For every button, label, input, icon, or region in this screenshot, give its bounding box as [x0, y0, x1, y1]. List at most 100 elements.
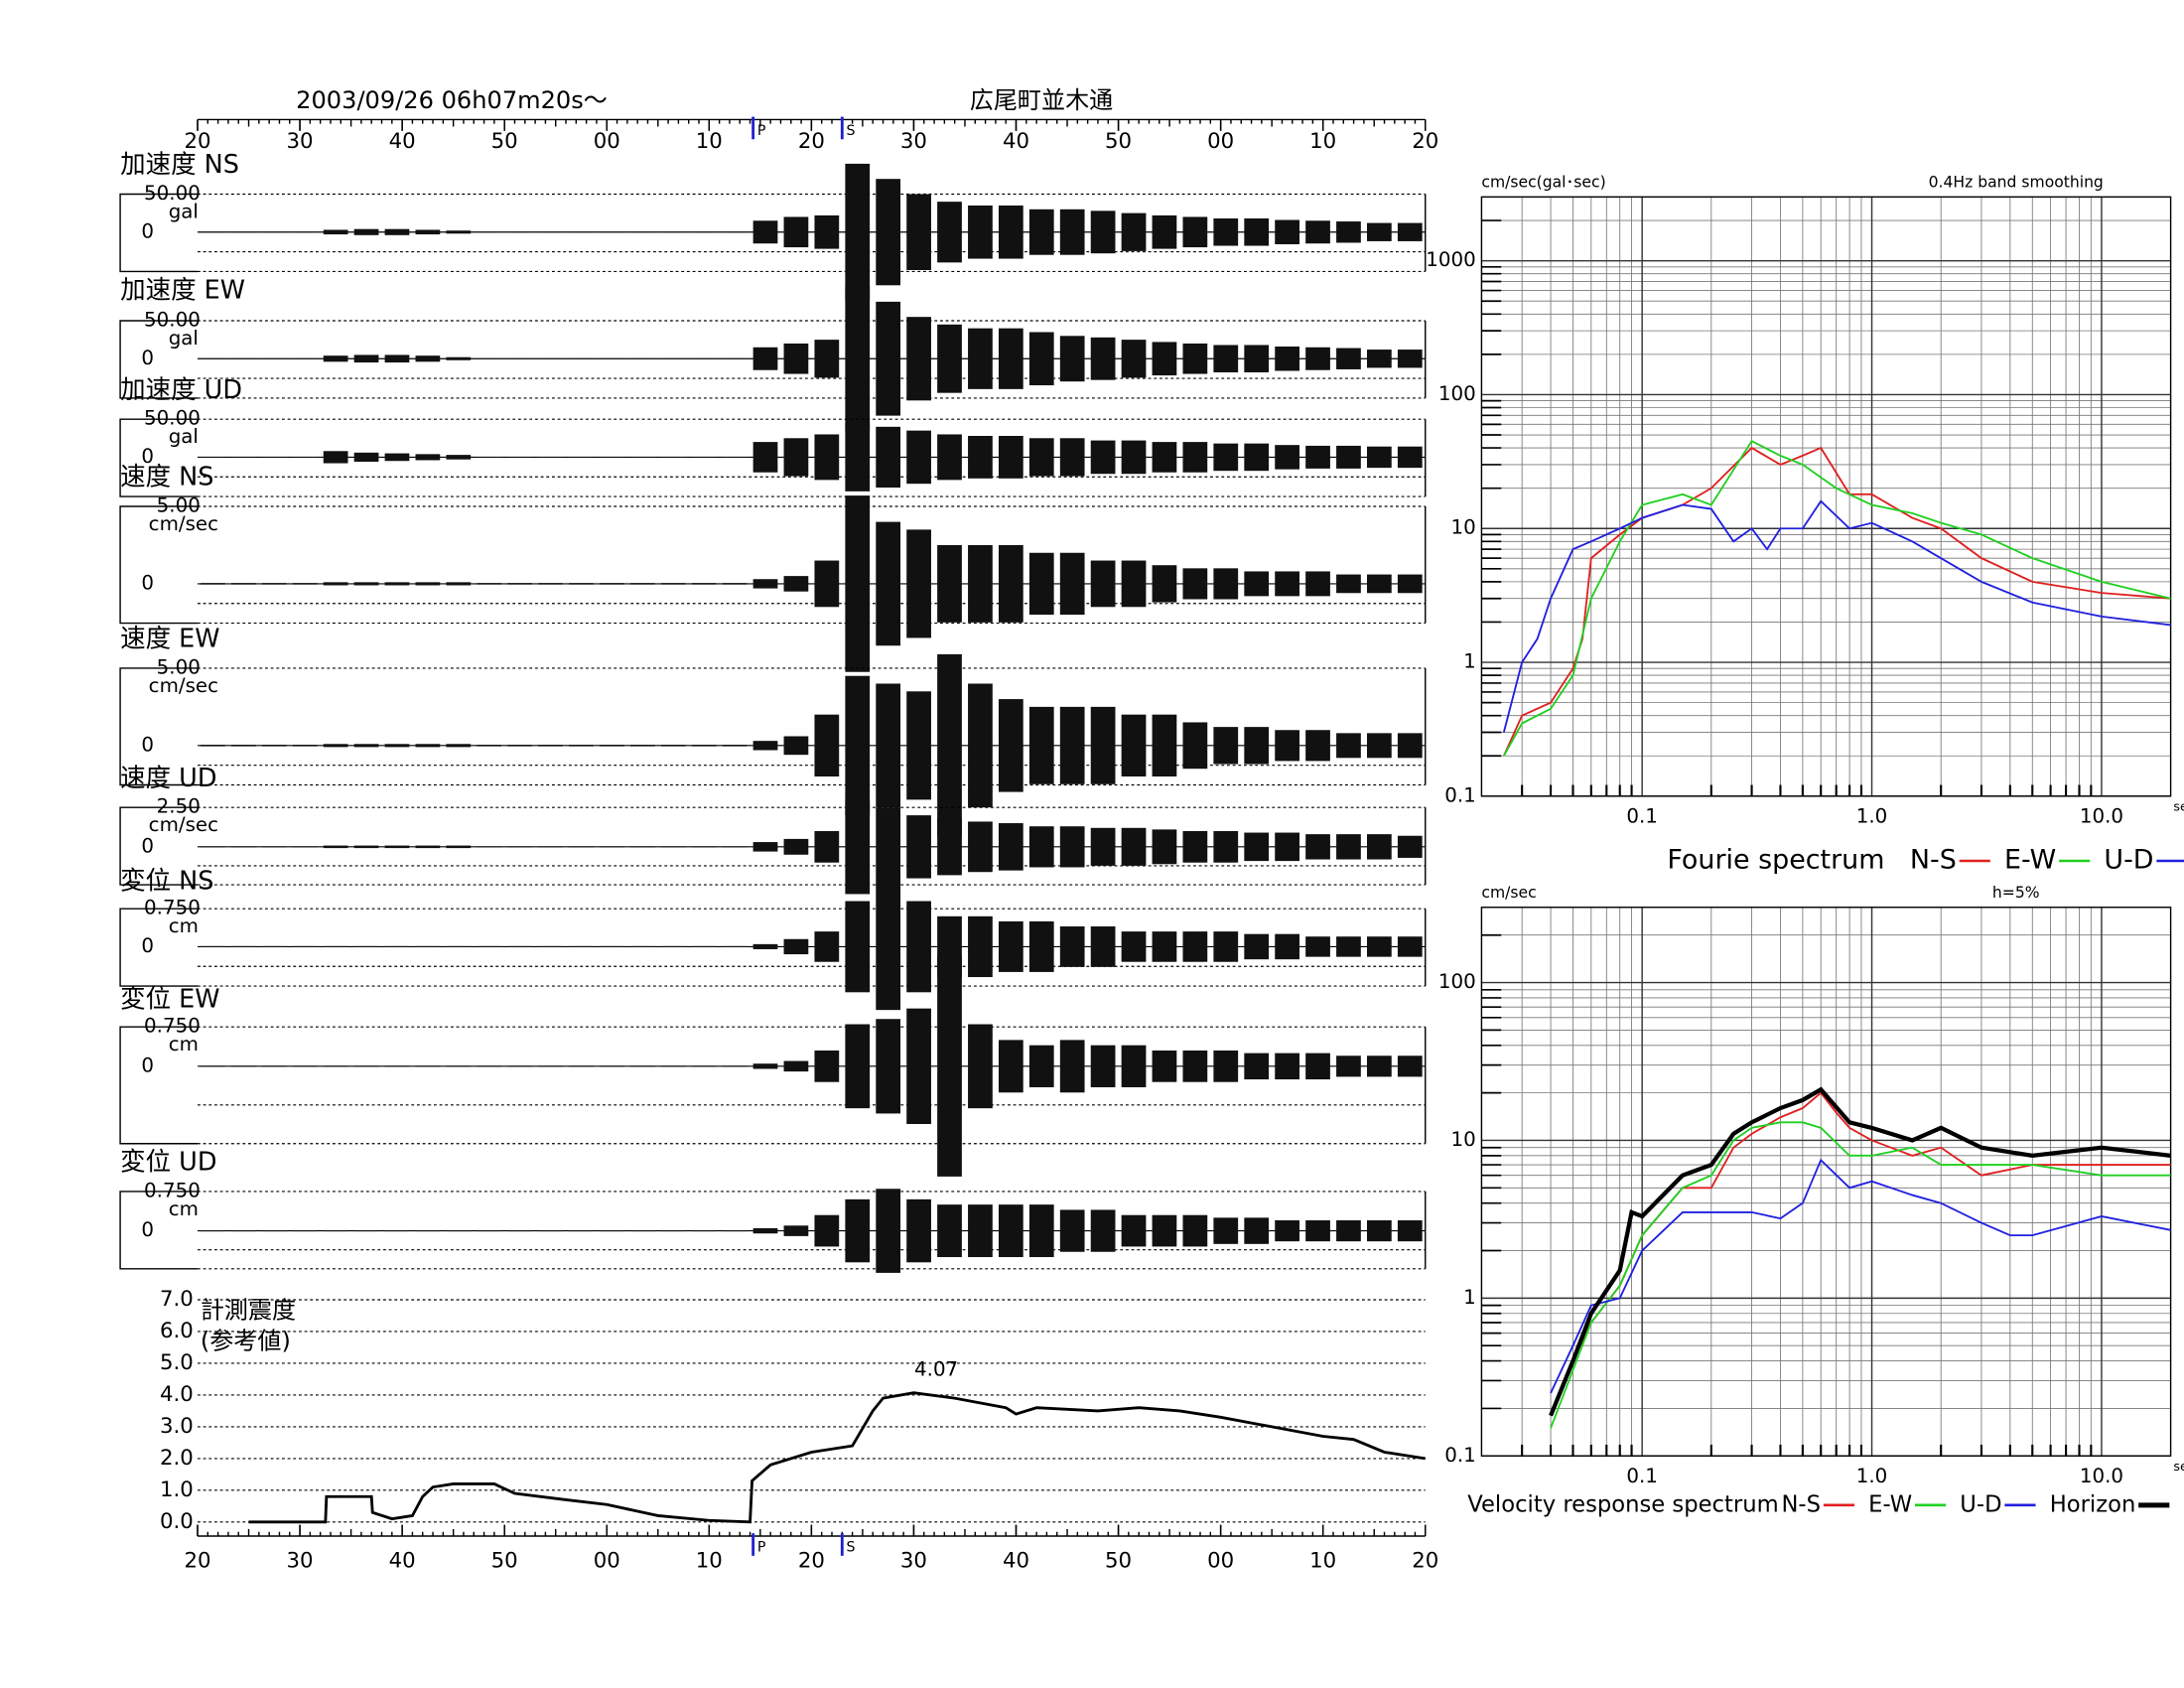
- panel-label: 加速度 UD: [120, 375, 242, 405]
- waveform-amplitude: [1121, 714, 1147, 776]
- waveform-amplitude: [600, 846, 624, 848]
- x-tick-label: 40: [389, 129, 416, 154]
- waveform-amplitude: [937, 1204, 962, 1258]
- zero-label: 0: [141, 445, 154, 468]
- waveform-amplitude: [722, 457, 748, 458]
- waveform-amplitude: [937, 653, 962, 837]
- waveform-amplitude: [876, 807, 901, 887]
- waveform-amplitude: [1059, 209, 1085, 255]
- legend-label: E-W: [2004, 845, 2056, 876]
- waveform-amplitude: [292, 846, 318, 848]
- waveform-amplitude: [569, 1230, 594, 1232]
- waveform-amplitude: [968, 915, 993, 978]
- waveform-amplitude: [1059, 1209, 1085, 1252]
- waveform-amplitude: [1152, 714, 1177, 776]
- x-tick-label: 1.0: [1856, 805, 1888, 828]
- waveform-amplitude: [1028, 332, 1054, 386]
- y-tick-label: 1: [1463, 1286, 1476, 1309]
- waveform-amplitude: [384, 1230, 410, 1232]
- waveform-amplitude: [937, 324, 962, 393]
- waveform-amplitude: [937, 818, 962, 876]
- zero-label: 0: [141, 834, 154, 857]
- waveform-amplitude: [1397, 446, 1423, 469]
- waveform-amplitude: [998, 699, 1024, 792]
- value-label: 4.07: [914, 1358, 958, 1381]
- waveform-amplitude: [1275, 730, 1299, 762]
- waveform-amplitude: [629, 583, 655, 585]
- y-tick-label: 2.0: [160, 1446, 194, 1471]
- waveform-amplitude: [845, 495, 871, 672]
- waveform-amplitude: [261, 583, 287, 585]
- waveform-amplitude: [477, 1065, 502, 1067]
- waveform-amplitude: [477, 357, 502, 359]
- waveform-amplitude: [507, 231, 533, 233]
- waveform-amplitude: [446, 1230, 472, 1232]
- waveform-amplitude: [998, 823, 1024, 871]
- waveform-amplitude: [261, 1065, 287, 1067]
- waveform-amplitude: [231, 745, 256, 747]
- waveform-amplitude: [1213, 727, 1239, 765]
- waveform-amplitude: [1244, 345, 1270, 373]
- waveform-amplitude: [845, 901, 871, 993]
- unit-label: gal: [169, 200, 199, 222]
- waveform-amplitude: [201, 457, 225, 458]
- legend-label: N-S: [1781, 1491, 1821, 1517]
- waveform-amplitude: [1213, 443, 1239, 472]
- waveform-amplitude: [353, 1230, 379, 1232]
- waveform-amplitude: [538, 846, 563, 848]
- waveform-amplitude: [600, 745, 624, 747]
- waveform-amplitude: [1090, 926, 1116, 967]
- waveform-amplitude: [1367, 936, 1392, 957]
- waveform-amplitude: [1305, 730, 1330, 762]
- waveform-amplitude: [415, 229, 441, 235]
- waveform-amplitude: [569, 846, 594, 848]
- y-tick-label: 1: [1463, 650, 1476, 673]
- waveform-amplitude: [1336, 348, 1361, 369]
- waveform-amplitude: [1121, 212, 1147, 251]
- waveform-amplitude: [783, 1060, 809, 1072]
- waveform-amplitude: [1090, 211, 1116, 254]
- x-tick-label: 0.1: [1626, 805, 1658, 828]
- waveform-amplitude: [538, 357, 563, 359]
- waveform-amplitude: [968, 683, 993, 808]
- waveform-amplitude: [937, 955, 962, 1177]
- waveform-amplitude: [1213, 568, 1239, 600]
- x-tick-label: 10: [1309, 129, 1336, 154]
- waveform-amplitude: [1275, 1053, 1299, 1080]
- waveform-amplitude: [1367, 574, 1392, 594]
- waveform-amplitude: [1059, 1040, 1085, 1093]
- waveform-amplitude: [968, 1204, 993, 1258]
- waveform-amplitude: [783, 736, 809, 756]
- zero-label: 0: [141, 1054, 154, 1076]
- y-tick-label: 1000: [1426, 248, 1475, 271]
- unit-label: cm/sec: [149, 813, 218, 836]
- waveform-amplitude: [752, 943, 778, 949]
- waveform-amplitude: [1367, 446, 1392, 469]
- waveform-amplitude: [261, 457, 287, 458]
- waveform-amplitude: [845, 1024, 871, 1109]
- waveform-amplitude: [722, 583, 748, 585]
- waveform-amplitude: [1244, 1217, 1270, 1244]
- waveform-amplitude: [1182, 442, 1208, 473]
- waveform-amplitude: [1152, 931, 1177, 962]
- waveform-amplitude: [1121, 440, 1147, 475]
- waveform-amplitude: [660, 1065, 686, 1067]
- x-tick-label: 00: [594, 129, 620, 154]
- waveform-amplitude: [323, 355, 348, 362]
- waveform-amplitude: [569, 357, 594, 359]
- waveform-amplitude: [1275, 571, 1299, 597]
- waveform-amplitude: [629, 1230, 655, 1232]
- waveform-amplitude: [292, 745, 318, 747]
- waveform-amplitude: [1090, 337, 1116, 380]
- waveform-amplitude: [231, 1065, 256, 1067]
- spectrum-line: [1550, 1091, 2171, 1417]
- waveform-amplitude: [1336, 834, 1361, 860]
- waveform-amplitude: [201, 1230, 225, 1232]
- scale-label: 0.750: [144, 1179, 201, 1201]
- waveform-amplitude: [1305, 347, 1330, 370]
- waveform-amplitude: [201, 745, 225, 747]
- waveform-amplitude: [722, 1230, 748, 1232]
- waveform-amplitude: [783, 938, 809, 955]
- waveform-amplitude: [1275, 445, 1299, 470]
